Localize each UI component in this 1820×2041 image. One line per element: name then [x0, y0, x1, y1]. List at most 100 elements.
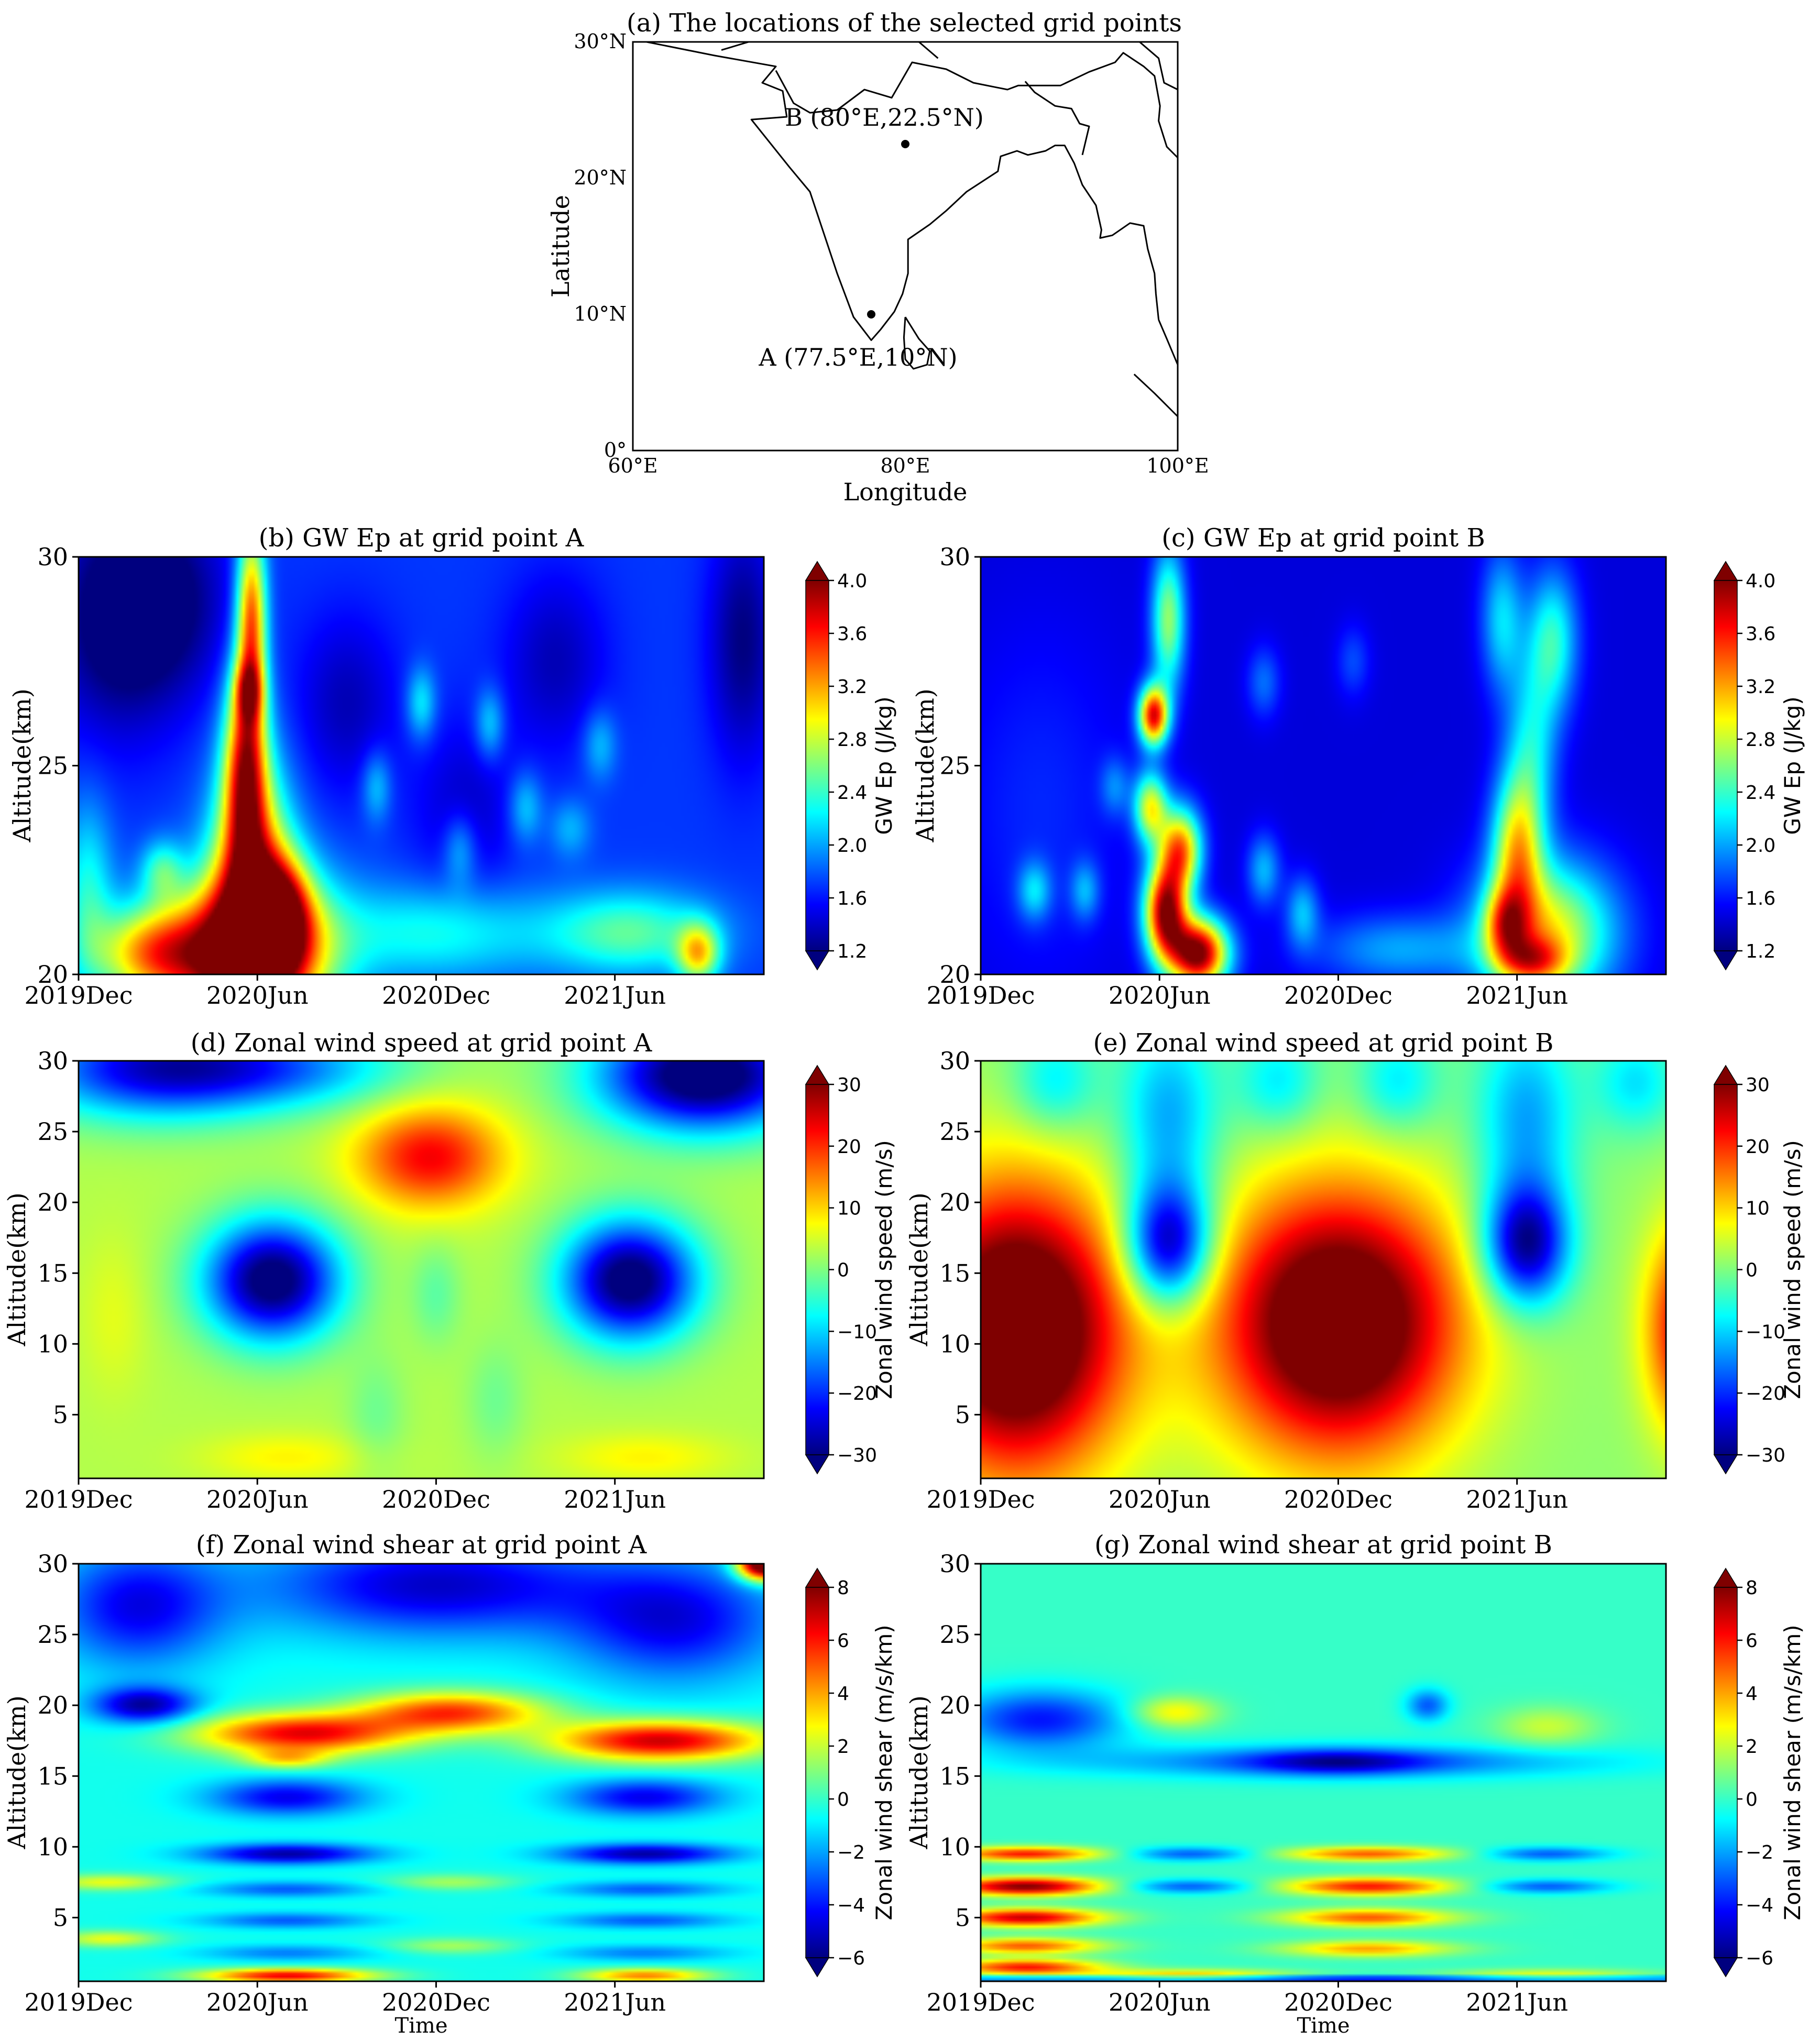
- colorbar-extend-max: [805, 1567, 830, 1588]
- colorbar-extend-max: [1713, 1567, 1738, 1588]
- y-tick-label: 25: [939, 1117, 970, 1146]
- colorbar-tick-label: 2.4: [837, 782, 867, 804]
- x-ticks: 2019Dec 2020Jun 2020Dec 2021Jun: [927, 1478, 1568, 1513]
- coastline: [1024, 81, 1090, 156]
- colorbar-gradient: [805, 580, 829, 951]
- x-tick-label: 2019Dec: [25, 1988, 133, 2016]
- grid-point-a-label: A (77.5°E,10°N): [758, 343, 957, 371]
- colorbar-tick-label: 1.2: [1746, 941, 1775, 962]
- colorbar-extend-min: [1713, 1454, 1738, 1475]
- colorbar: −30 −20 −10 0 10 20 30 Zonal wind speed (m/s): [1713, 1065, 1805, 1475]
- x-tick-label: 2019Dec: [927, 981, 1035, 1009]
- y-tick-label: 20: [939, 1188, 970, 1216]
- y-tick-label: 15: [939, 1762, 970, 1790]
- y-tick-label: 15: [37, 1259, 68, 1287]
- panel-title: (d) Zonal wind speed at grid point A: [191, 1028, 653, 1058]
- x-tick-label: 2019Dec: [25, 1485, 133, 1513]
- colorbar-tick-label: 6: [837, 1630, 849, 1652]
- colorbar-tick-label: 3.6: [1746, 623, 1775, 645]
- colorbar-extend-max: [1713, 561, 1738, 581]
- y-axis-label: Altitude(km): [911, 688, 939, 842]
- axes-frame: [980, 1060, 1667, 1479]
- y-tick-label: 30: [939, 543, 970, 571]
- coastline: [902, 41, 939, 59]
- y-tick-label: 10: [939, 1330, 970, 1358]
- y-tick-label: 25: [939, 752, 970, 780]
- colorbar-tick-label: 4.0: [1746, 570, 1775, 592]
- colorbar: −30 −20 −10 0 10 20 30 Zonal wind speed (m/s): [805, 1065, 897, 1475]
- panel-title: (c) GW Ep at grid point B: [1161, 523, 1485, 553]
- heatmap-panel-d: (d) Zonal wind speed at grid point A 201…: [3, 1028, 897, 1513]
- grid-point-a-marker: [867, 310, 875, 319]
- x-tick-label: 2021Jun: [1466, 981, 1568, 1009]
- heatmap-image: [79, 1061, 764, 1478]
- y-tick-label: 20: [37, 1691, 68, 1719]
- y-ticks: 5 10 15 20 25 30: [37, 1550, 79, 1932]
- y-tick-label: 20: [37, 1188, 68, 1216]
- colorbar-tick-label: 20: [1746, 1136, 1770, 1158]
- colorbar-tick-label: 2: [837, 1736, 849, 1758]
- x-ticks: 2019Dec 2020Jun 2020Dec 2021Jun: [25, 974, 666, 1009]
- x-tick-label: 2019Dec: [927, 1988, 1035, 2016]
- x-tick-label: 2019Dec: [927, 1485, 1035, 1513]
- x-tick-label: 2020Jun: [206, 981, 309, 1009]
- colorbar-label: Zonal wind shear (m/s/km): [1780, 1625, 1805, 1920]
- y-tick-label: 5: [53, 1903, 68, 1932]
- colorbar-extend-min: [805, 1957, 830, 1978]
- panel-title: (f) Zonal wind shear at grid point A: [196, 1530, 648, 1560]
- colorbar-extend-min: [1713, 1957, 1738, 1978]
- coastline: [1133, 374, 1179, 418]
- y-tick-label: 25: [37, 1117, 68, 1146]
- y-ticks: 5 10 15 20 25 30: [37, 1047, 79, 1429]
- colorbar-tick-label: 1.6: [1746, 888, 1775, 909]
- colorbar-tick-label: −2: [837, 1842, 865, 1863]
- x-tick-label: 2021Jun: [1466, 1485, 1568, 1513]
- heatmap-image: [981, 557, 1666, 974]
- y-tick-label: 5: [955, 1903, 970, 1932]
- colorbar-tick-label: 4: [1746, 1683, 1758, 1705]
- panel-title: (g) Zonal wind shear at grid point B: [1094, 1530, 1552, 1560]
- heatmap-image: [79, 1564, 764, 1981]
- y-tick-label: 5: [53, 1400, 68, 1429]
- colorbar: 1.2 1.6 2.0 2.4 2.8 3.2 3.6 4.0 GW Ep (J/kg): [805, 561, 897, 971]
- coastline: [903, 316, 931, 370]
- colorbar-label: GW Ep (J/kg): [1780, 696, 1805, 835]
- x-tick-label: 2021Jun: [564, 1485, 666, 1513]
- colorbar-tick-label: 0: [837, 1789, 849, 1810]
- colorbar-tick-label: 2.4: [1746, 782, 1775, 804]
- colorbar-tick-label: 0: [1746, 1260, 1758, 1281]
- colorbar-tick-label: 10: [1746, 1198, 1770, 1220]
- x-tick-label: 2020Dec: [1284, 1988, 1393, 2016]
- colorbar-tick-label: 8: [1746, 1577, 1758, 1599]
- y-ticks: 5 10 15 20 25 30: [939, 1047, 981, 1429]
- y-tick-label: 10°N: [574, 302, 627, 325]
- map-panel: (a) The locations of the selected grid p…: [546, 8, 1209, 506]
- y-tick-label: 20: [939, 960, 970, 989]
- colorbar-tick-label: 1.6: [837, 888, 867, 909]
- x-tick-label: 2021Jun: [564, 981, 666, 1009]
- x-axis-label: Time: [1297, 2014, 1350, 2038]
- y-tick-label: 15: [939, 1259, 970, 1287]
- colorbar-tick-label: 2: [1746, 1736, 1758, 1758]
- heatmap-image: [981, 1564, 1666, 1981]
- y-axis-label: Altitude(km): [3, 1695, 31, 1849]
- colorbar: 1.2 1.6 2.0 2.4 2.8 3.2 3.6 4.0 GW Ep (J/kg): [1713, 561, 1805, 971]
- y-tick-label: 15: [37, 1762, 68, 1790]
- colorbar-gradient: [1714, 1084, 1738, 1455]
- colorbar-tick-label: 4.0: [837, 570, 867, 592]
- map-title: (a) The locations of the selected grid p…: [627, 8, 1182, 38]
- colorbar-gradient: [805, 1084, 829, 1455]
- y-axis-label: Altitude(km): [8, 688, 36, 842]
- colorbar-extend-min: [1713, 950, 1738, 971]
- y-tick-label: 10: [939, 1832, 970, 1861]
- colorbar-gradient: [1714, 580, 1738, 951]
- x-axis-label: Time: [394, 2014, 447, 2038]
- heatmap-image: [79, 557, 764, 974]
- y-tick-label: 30: [939, 1550, 970, 1578]
- grid-point-b-marker: [901, 140, 909, 148]
- map-frame: [632, 41, 1179, 452]
- colorbar-tick-label: 2.0: [1746, 835, 1775, 857]
- colorbar-label: GW Ep (J/kg): [871, 696, 897, 835]
- x-tick-label: 2020Dec: [382, 981, 490, 1009]
